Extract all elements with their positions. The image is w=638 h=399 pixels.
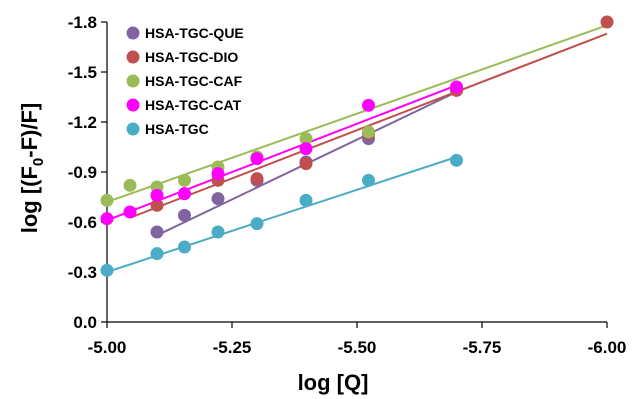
point-hsa-tgc — [178, 240, 191, 254]
point-hsa-tgc-cat — [123, 205, 137, 219]
fit-line-hsa-tgc-dio — [131, 32, 608, 218]
x-tick-label: -5.00 — [88, 338, 127, 357]
point-hsa-tgc-dio — [299, 157, 313, 171]
point-hsa-tgc — [100, 263, 114, 277]
legend-marker-hsa-tgc-dio — [126, 50, 140, 64]
axes: 0.0 -0.3 -0.6 -0.9 -1.2 -1.5 -1.8 -5.00 -5.25 -5.… — [68, 13, 627, 357]
point-hsa-tgc — [299, 193, 313, 207]
legend-label-hsa-tgc-cat: HSA-TGC-CAT — [145, 97, 242, 113]
point-hsa-tgc-dio — [150, 198, 164, 212]
point-hsa-tgc-que — [178, 208, 191, 222]
legend-marker-hsa-tgc-caf — [126, 74, 140, 88]
legend-marker-hsa-tgc — [126, 122, 140, 136]
legend-label-hsa-tgc-dio: HSA-TGC-DIO — [145, 49, 238, 65]
point-hsa-tgc-cat — [362, 98, 375, 112]
point-hsa-tgc-cat — [250, 152, 264, 166]
point-hsa-tgc-dio — [600, 15, 614, 29]
x-tick-label: -5.50 — [338, 338, 377, 357]
point-hsa-tgc — [362, 173, 375, 187]
point-hsa-tgc-caf — [178, 173, 191, 187]
point-hsa-tgc — [150, 247, 164, 261]
y-tick-label: -1.5 — [68, 63, 97, 82]
point-hsa-tgc-cat — [450, 80, 463, 94]
y-axis-label-sub: 0 — [30, 158, 47, 166]
point-hsa-tgc — [450, 153, 463, 167]
fit-line-hsa-tgc — [106, 156, 457, 273]
y-tick-label: -0.3 — [68, 263, 97, 282]
point-hsa-tgc-cat — [150, 188, 164, 202]
point-hsa-tgc-dio — [250, 172, 264, 186]
legend-marker-hsa-tgc-cat — [126, 98, 140, 112]
point-hsa-tgc-caf — [362, 125, 375, 139]
legend-marker-hsa-tgc-que — [126, 26, 140, 40]
point-hsa-tgc-caf — [123, 178, 137, 192]
y-axis-label-pre: log [(F — [17, 166, 42, 233]
point-hsa-tgc-caf — [100, 193, 114, 207]
x-axis-label: log [Q] — [298, 370, 369, 395]
y-axis-label: log [(F0-F)/F] — [17, 103, 47, 234]
y-axis-label-post: -F)/F] — [17, 103, 42, 158]
fit-line-hsa-tgc-cat — [106, 84, 457, 222]
fit-lines — [106, 24, 608, 273]
point-hsa-tgc-cat — [211, 167, 225, 181]
point-hsa-tgc-que — [211, 192, 225, 206]
point-hsa-tgc-cat — [178, 187, 191, 201]
data-points — [100, 15, 614, 277]
x-tick-label: -5.75 — [463, 338, 502, 357]
x-tick-label: -5.25 — [213, 338, 252, 357]
y-tick-label: 0.0 — [73, 313, 97, 332]
point-hsa-tgc — [250, 217, 264, 231]
point-hsa-tgc-cat — [100, 212, 114, 226]
point-hsa-tgc-caf — [299, 132, 313, 146]
y-tick-label: -0.9 — [68, 163, 97, 182]
point-hsa-tgc — [211, 225, 225, 239]
point-hsa-tgc-cat — [299, 142, 313, 156]
y-tick-label: -0.6 — [68, 213, 97, 232]
x-tick-label: -6.00 — [588, 338, 627, 357]
y-tick-label: -1.2 — [68, 113, 97, 132]
legend-label-hsa-tgc-que: HSA-TGC-QUE — [145, 25, 244, 41]
legend: HSA-TGC-QUE HSA-TGC-DIO HSA-TGC-CAF HSA-TGC… — [126, 25, 244, 137]
legend-label-hsa-tgc: HSA-TGC — [145, 121, 209, 137]
y-tick-label: -1.8 — [68, 13, 97, 32]
point-hsa-tgc-que — [150, 225, 164, 239]
fit-line-hsa-tgc-caf — [106, 24, 608, 203]
legend-label-hsa-tgc-caf: HSA-TGC-CAF — [145, 73, 243, 89]
